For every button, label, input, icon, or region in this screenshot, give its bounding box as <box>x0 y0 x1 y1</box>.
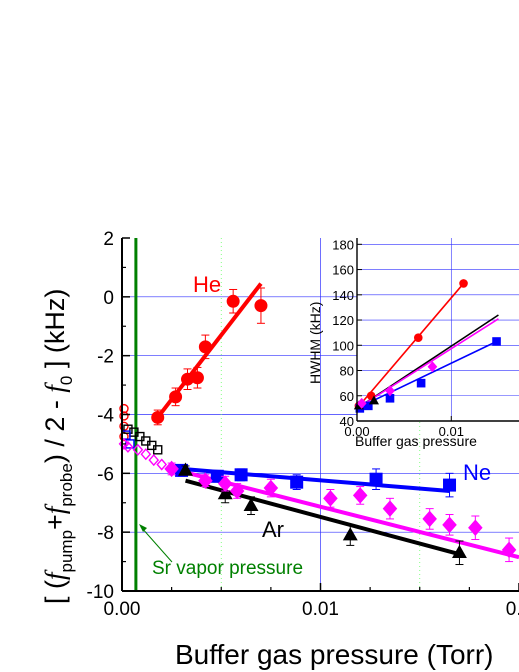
point-7-3 <box>140 448 152 461</box>
inset-point-0-3 <box>459 279 468 288</box>
point-3-8 <box>422 510 437 528</box>
inset-y-tick-label-7: 180 <box>332 237 354 252</box>
point-3-1 <box>198 472 213 489</box>
main-plot-marks <box>118 238 519 591</box>
inset-point-3-2 <box>427 361 438 373</box>
inset-point-3-0 <box>356 397 367 409</box>
point-3-0 <box>164 460 179 478</box>
inset-point-3-1 <box>385 385 395 397</box>
inset-point-1-3 <box>416 378 426 388</box>
point-3-10 <box>468 519 483 537</box>
main-x-tick-label-2: 0.0 <box>506 599 519 620</box>
label-he: He <box>193 272 221 297</box>
sr-vapor-arrow-line <box>140 526 173 563</box>
point-7-1 <box>122 440 134 453</box>
point-3-5 <box>323 490 338 507</box>
point-3-4 <box>263 479 279 497</box>
point-2-1 <box>217 486 233 500</box>
main-x-axis-label: Buffer gas pressure (Torr) <box>175 639 494 670</box>
point-3-6 <box>352 487 368 504</box>
inset-point-1-4 <box>492 337 501 346</box>
point-1-5 <box>443 478 457 492</box>
point-3-11 <box>501 541 517 559</box>
point-0-5 <box>226 294 240 308</box>
main-y-tick-label-2: -6 <box>97 464 114 485</box>
point-5-5 <box>153 445 163 455</box>
point-2-0 <box>178 462 193 476</box>
inset-x-axis-label: Buffer gas pressure <box>355 433 477 449</box>
point-2-3 <box>342 527 358 541</box>
point-0-6 <box>254 299 268 313</box>
point-2-4 <box>451 544 467 559</box>
point-3-9 <box>442 516 457 534</box>
inset-y-tick-label-3: 100 <box>332 338 354 353</box>
point-0-4 <box>198 340 212 354</box>
point-4-1 <box>119 411 129 421</box>
inset-fit-line-0 <box>356 282 465 409</box>
label-ne: Ne <box>463 460 491 485</box>
point-3-3 <box>229 482 245 500</box>
inset-y-axis-label: HWHM (kHz) <box>307 302 323 384</box>
inset-point-2-1 <box>368 395 380 405</box>
point-0-1 <box>169 390 183 404</box>
point-7-5 <box>156 458 168 471</box>
point-0-3 <box>190 371 204 385</box>
main-y-tick-label-4: -2 <box>97 347 114 368</box>
label-sr-vapor: Sr vapor pressure <box>152 558 303 579</box>
fit-line-1 <box>181 466 450 493</box>
inset-x-tick-label-1: 0.01 <box>439 424 464 439</box>
point-1-2 <box>234 468 248 482</box>
main-axes: -10 -8 -6 -4 -2 0 2 0.00 0.01 0.0 <box>87 229 519 620</box>
inset-y-tick-label-5: 140 <box>332 288 354 303</box>
main-x-tick-label-0: 0.00 <box>104 599 141 620</box>
main-x-tick-label-1: 0.01 <box>302 599 339 620</box>
inset-axes: 40 60 80 100 120 140 160 180 0.00 0.01 <box>332 237 519 439</box>
fit-line-2 <box>185 478 460 557</box>
main-y-axis-label: [ (fpump+fprobe) / 2 - f0 ] (kHz) <box>40 289 76 604</box>
label-ar: Ar <box>262 517 284 542</box>
point-2-2 <box>243 497 259 511</box>
inset-x-tick-label-0: 0.00 <box>344 424 369 439</box>
sr-vapor-arrow-head <box>139 524 147 532</box>
point-0-0 <box>151 410 165 424</box>
inset-fit-line-3 <box>356 318 499 410</box>
point-5-0 <box>123 424 133 434</box>
inset-plot-marks <box>353 279 501 413</box>
main-y-tick-label-3: -4 <box>97 406 114 427</box>
main-y-tick-label-0: -10 <box>87 582 114 603</box>
point-1-3 <box>290 475 304 489</box>
inset-y-tick-label-6: 160 <box>332 263 354 278</box>
point-7-2 <box>132 443 144 456</box>
point-3-2 <box>217 475 233 492</box>
inset-fit-line-1 <box>356 340 497 410</box>
inset-chart: 40 60 80 100 120 140 160 180 0.00 0.01 Buffer gas… <box>307 237 519 449</box>
point-1-4 <box>369 472 383 486</box>
inset-y-tick-label-4: 120 <box>332 313 354 328</box>
inset-y-tick-label-0: 40 <box>340 414 354 429</box>
main-y-tick-label-6: 2 <box>103 229 114 250</box>
main-y-tick-label-1: -8 <box>97 523 114 544</box>
point-7-4 <box>148 454 160 467</box>
inset-y-tick-label-2: 80 <box>340 364 354 379</box>
point-3-7 <box>382 500 398 517</box>
inset-y-tick-label-1: 60 <box>340 389 354 404</box>
inset-point-1-1 <box>364 401 373 411</box>
main-y-tick-label-5: 0 <box>103 288 114 309</box>
inset-point-0-2 <box>413 333 423 343</box>
